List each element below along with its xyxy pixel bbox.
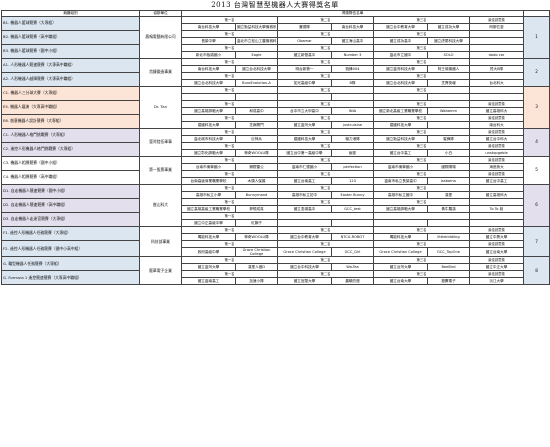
table-row: 國立臺南高工 加速小隊 國立宜蘭大學 晨曦的燈 國立台南大學 獵鷹電子 淡江大學 [2,277,550,286]
group-number: 1 [523,16,550,59]
category-cell: A2. 人形機器人越障競賽（大專高中職組） [1,72,140,87]
group-number: 3 [523,86,550,129]
table-row: 國立中正高級中學 紅獅子 [2,219,550,227]
category-cell: C4. 機器人相撲競賽（高中職組） [1,170,140,185]
table-row [2,93,550,101]
place-row: D1. 自走機器人競速競賽（國中小組） 崑山科大 第一名 第二名 第三名 6 [1,184,550,227]
place-row: B2. 機器人籃球競賽（高中職組） 第一名 第二名 第三名 [1,30,550,45]
place-row: B1. 機器人籃球競賽（大專組） 鳳鳴電腦有限公司 第一名 第二名 第三名 最佳… [1,16,550,59]
category-cell: E6. 創意機器人設計競賽（大專組） [1,114,140,129]
place-row: B3. 機器人籃球競賽（國中小組） 第一名 第二名 第三名 [1,44,550,59]
organizer-cell: 科技部事業 [139,225,182,258]
category-cell: F2. 遙控人形機器人任務競賽（國中小高中組） [1,239,140,258]
category-cell: F1. 遙控人形機器人任務競賽（大專組） [1,226,140,241]
category-cell: D3. 自走機器人走迷宮競賽（大專組） [1,212,140,227]
organizer-cell: 臺灣陸伍軍事 [139,128,182,157]
place-row: A1. 人形機器人競速競賽（大專高中職組） 貴鍊鍛造事業 第一名 第二名 第三名… [1,58,550,87]
organizer-cell: 貴鍊鍛造事業 [139,58,182,87]
category-cell: G. 輪型機器人任務競賽（大專組） [1,256,140,272]
place-row: F2. 遙控人形機器人任務競賽（國中小高中組） 第一名 第二名 第三名 最佳創意… [1,239,550,258]
place-row: A2. 人形機器人越障競賽（大專高中職組） 第一名 第二名 第三名 [1,72,550,87]
organizer-cell: Dr. Tan [139,86,182,129]
place-row: D2. 自走機器人競速競賽（高中職組） 第一名 第二名 第三名 [1,198,550,213]
table-row: 建國科技大學 芝麻開門 國立臺灣大學 justcuisine 建國科技大學 南台科大 [2,121,550,129]
table-row: 台南市東寧國小 鋼鐵雷公 臺南市仁德國小 perfection 臺南市東寧國小 國際陽… [2,163,550,171]
category-cell: C1. 人形機器人格鬥挑戰賽（大專組） [1,128,140,143]
category-cell: C3. 機器人相撲競賽（國中小組） [1,156,140,171]
category-cell: D1. 自走機器人競速競賽（國中小組） [1,184,140,199]
place-row: D3. 自走機器人走迷宮競賽（大專組） 第一名 [1,212,550,227]
category-cell: G. Formula 1 遙控競速競賽（大專高中職組） [1,270,140,286]
category-cell: B2. 機器人籃球競賽（高中職組） [1,30,140,45]
group-number: 5 [523,156,550,185]
group-number: 4 [523,128,550,157]
group-number: 6 [523,184,550,227]
category-cell: B3. 機器人籃球競賽（國中小組） [1,44,140,59]
organizer-cell: 第一股票事業 [139,156,182,185]
place-row: C2. 遙控人形機器人格鬥挑戰賽（大專組） 第一名 第二名 第三名 最佳創意獎 [1,142,550,157]
category-cell: E5. 機器人展演（大專高中職組） [1,100,140,115]
group-number: 8 [523,256,550,286]
place-row: E6. 創意機器人設計競賽（大專組） 第一名 第二名 第三名 最佳創意獎 [1,114,550,129]
category-cell: C2. 遙控人形機器人格鬥挑戰賽（大專組） [1,142,140,157]
table-row: 新北市板橋國小 Eagle 國立新營高中 Number 3 臺北市立國中 SOLO d… [2,51,550,59]
award-table: 競賽組別 協辦單位 得獎隊伍名單 B1. 機器人籃球競賽（大專組） 鳳鳴電腦有限… [1,10,550,286]
category-cell: D2. 自走機器人競速競賽（高中職組） [1,198,140,213]
place-row: G. Formula 1 遙控競速競賽（大專高中職組） 第一名 第二名 第三名 … [1,270,550,286]
page-title: 2013 台灣智慧型機器人大賽得獎名單 [211,1,339,9]
group-number: 7 [523,225,550,258]
place-row: E5. 機器人展演（大專高中職組） 第一名 第二名 第三名 最佳創意獎 [1,100,550,115]
place-row: C3. 機器人相撲競賽（國中小組） 第一股票事業 第一名 第二名 第三名 最佳創… [1,156,550,185]
category-cell: A1. 人形機器人競速競賽（大專高中職組） [1,58,140,73]
category-cell: B1. 機器人籃球競賽（大專組） [1,16,140,31]
group-number: 2 [523,58,550,87]
place-row: F1. 遙控人形機器人任務競賽（大專組） 科技部事業 第一名 第二名 第三名 最… [1,225,550,258]
category-cell: C1. 機器人三分球大賽（大專組） [1,86,140,101]
place-row: G. 輪型機器人任務競賽（大專組） 龍華電子企業 第一名 第二名 第三名 最佳創… [1,256,550,286]
organizer-cell: 鳳鳴電腦有限公司 [139,16,182,59]
place-row: C1. 人形機器人格鬥挑戰賽（大專組） 臺灣陸伍軍事 第一名 第二名 第三名 最… [1,128,550,157]
place-row: C4. 機器人相撲競賽（高中職組） 第一名 第二名 第三名 最佳創意獎 [1,170,550,185]
organizer-cell: 崑山科大 [139,184,182,227]
place-row: C1. 機器人三分球大賽（大專組） Dr. Tan 第一名 第二名 第三名 3 [1,86,550,129]
organizer-cell: 龍華電子企業 [139,256,182,286]
table-row: 政府高級中學 Grace Christian College Grace Chri… [2,246,550,258]
